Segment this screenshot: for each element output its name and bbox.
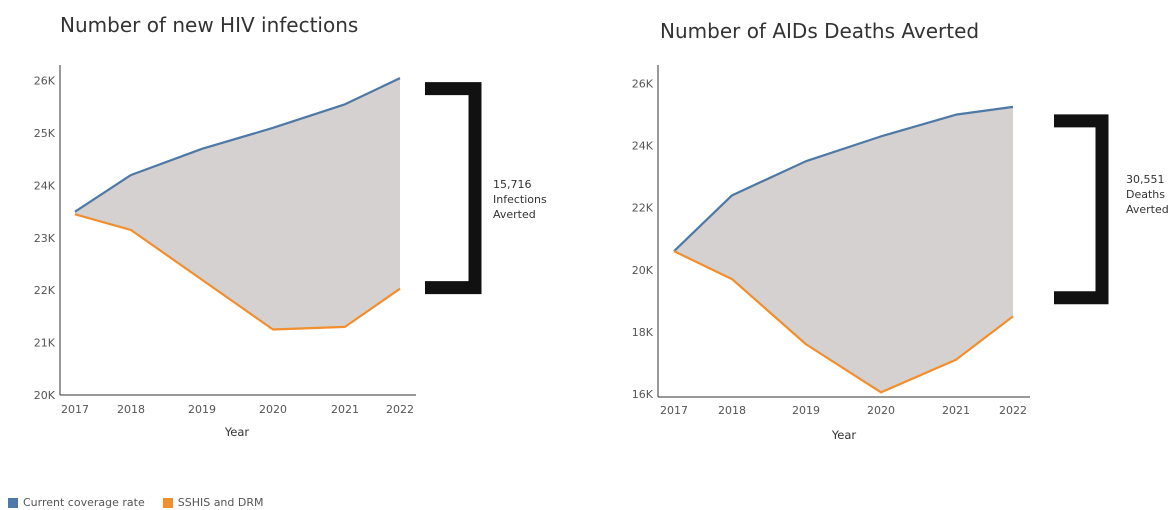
- chart2-bracket: [1054, 114, 1109, 305]
- chart2-y-tick-label: 20K: [632, 264, 654, 277]
- chart1-annotation-line: Averted: [493, 208, 536, 221]
- chart1-gap-area: [75, 78, 400, 330]
- chart1-y-tick-label: 25K: [34, 127, 56, 140]
- chart1-y-tick-label: 21K: [34, 337, 56, 350]
- chart2-annotation-line: Averted: [1126, 203, 1169, 216]
- chart1-x-tick-label: 2018: [117, 403, 145, 416]
- chart2-y-tick-label: 16K: [632, 388, 654, 401]
- chart1-x-tick-label: 2022: [386, 403, 414, 416]
- chart2-x-tick-label: 2020: [867, 404, 895, 417]
- chart1-y-tick-label: 22K: [34, 284, 56, 297]
- chart2-annotation-line: 30,551: [1126, 173, 1165, 186]
- chart1-x-tick-label: 2021: [331, 403, 359, 416]
- chart1-series-current-coverage-line: [74, 77, 401, 213]
- chart1-x-tick-label: 2017: [61, 403, 89, 416]
- chart1-x-axis-title: Year: [224, 425, 250, 439]
- legend: Current coverage rate SSHIS and DRM: [8, 496, 282, 509]
- chart2-x-tick-label: 2022: [999, 404, 1027, 417]
- chart1-y-tick-label: 24K: [34, 179, 56, 192]
- legend-swatch-sshis: [162, 497, 173, 508]
- legend-swatch-current: [8, 497, 18, 508]
- chart2-x-tick-label: 2018: [718, 404, 746, 417]
- chart2-x-tick-label: 2021: [942, 404, 970, 417]
- chart2-y-tick-label: 22K: [632, 202, 654, 215]
- chart2-series-sshis-drm-line: [673, 250, 1014, 394]
- chart2-y-tick-label: 26K: [632, 78, 654, 91]
- chart1-x-tick-label: 2019: [188, 403, 216, 416]
- chart1-y-tick-label: 20K: [34, 389, 56, 402]
- legend-label-sshis: SSHIS and DRM: [177, 496, 264, 509]
- chart2-y-tick-label: 18K: [632, 326, 654, 339]
- chart2-gap-area: [674, 106, 1013, 393]
- chart2-series-current-coverage-line: [673, 105, 1014, 252]
- chart2-x-axis-title: Year: [831, 428, 857, 442]
- chart1-annotation-line: Infections: [493, 193, 547, 206]
- chart1-y-tick-label: 26K: [34, 75, 56, 88]
- chart2-x-tick-label: 2017: [660, 404, 688, 417]
- chart1-x-tick-label: 2020: [259, 403, 287, 416]
- chart1-annotation-line: 15,716: [493, 178, 532, 191]
- chart2-x-tick-label: 2019: [792, 404, 820, 417]
- legend-label-current: Current coverage rate: [23, 496, 145, 509]
- chart1-title: Number of new HIV infections: [60, 13, 358, 37]
- chart1-bracket: [425, 82, 482, 295]
- chart1-series-sshis-drm-line: [74, 213, 401, 331]
- legend-item-current[interactable]: Current coverage rate: [8, 496, 145, 509]
- chart2-title: Number of AIDs Deaths Averted: [660, 19, 979, 43]
- chart2-y-tick-label: 24K: [632, 140, 654, 153]
- legend-item-sshis[interactable]: SSHIS and DRM: [162, 496, 264, 509]
- chart1-y-tick-label: 23K: [34, 232, 56, 245]
- chart2-annotation-line: Deaths: [1126, 188, 1165, 201]
